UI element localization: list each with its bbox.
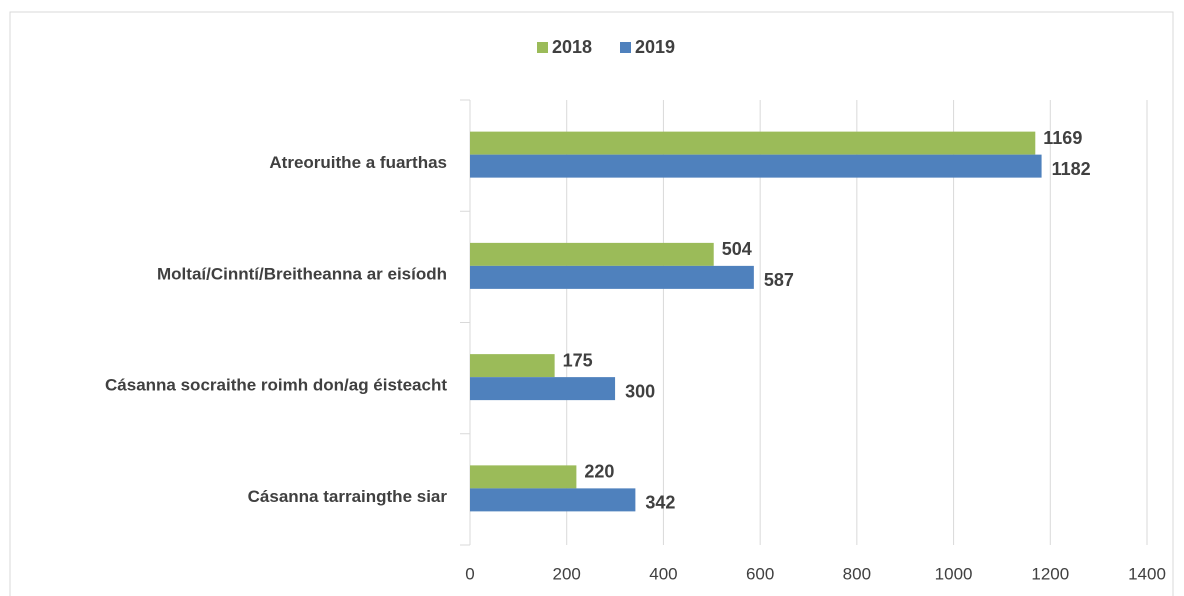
data-label: 220 [584, 462, 614, 482]
legend-label: 2018 [552, 37, 592, 57]
x-tick-label: 800 [843, 564, 871, 583]
data-label: 1169 [1043, 128, 1082, 148]
x-tick-label: 400 [649, 564, 677, 583]
legend-swatch [620, 42, 631, 53]
bar [470, 488, 636, 512]
x-tick-label: 1200 [1031, 564, 1069, 583]
legend-swatch [537, 42, 548, 53]
legend-label: 2019 [635, 37, 675, 57]
x-tick-label: 1000 [935, 564, 973, 583]
bar [470, 377, 616, 401]
data-label: 587 [764, 270, 794, 290]
chart-frame [9, 11, 1174, 596]
bar [470, 154, 1042, 178]
y-tick-label: Moltaí/Cinntí/Breitheanna ar eisíodh [157, 264, 447, 283]
x-tick-label: 0 [465, 564, 474, 583]
bar [470, 242, 714, 266]
y-tick-label: Atreoruithe a fuarthas [269, 153, 447, 172]
data-label: 504 [722, 239, 752, 259]
bar [470, 354, 555, 378]
x-tick-label: 1400 [1128, 564, 1166, 583]
y-tick-label: Cásanna tarraingthe siar [248, 487, 448, 506]
data-label: 300 [625, 381, 655, 401]
data-label: 175 [563, 350, 593, 370]
bar [470, 465, 577, 489]
bar [470, 265, 754, 289]
y-tick-label: Cásanna socraithe roimh don/ag éisteacht [105, 376, 447, 395]
x-tick-label: 200 [553, 564, 581, 583]
bar [470, 131, 1036, 155]
data-label: 342 [645, 493, 675, 513]
x-tick-label: 600 [746, 564, 774, 583]
data-label: 1182 [1052, 159, 1091, 179]
